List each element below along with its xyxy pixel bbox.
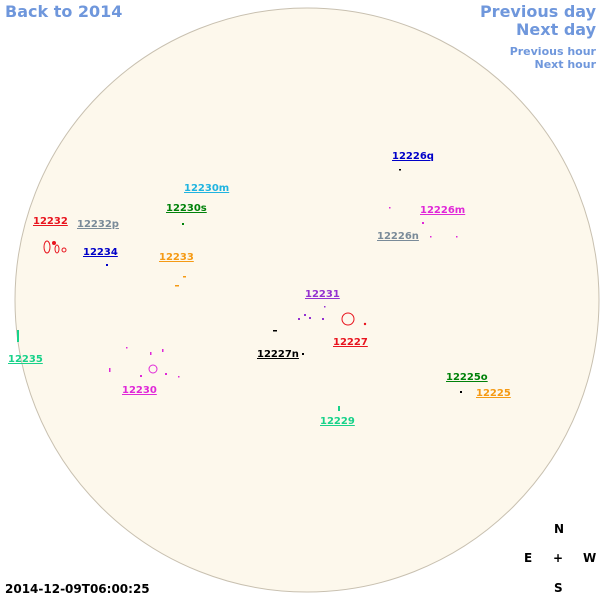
spot <box>183 276 186 278</box>
spot <box>298 318 300 320</box>
sunspots <box>17 169 462 411</box>
solar-disk <box>14 7 600 593</box>
spot <box>338 406 340 411</box>
spot <box>324 306 326 308</box>
back-link[interactable]: Back to 2014 <box>5 2 123 21</box>
spot <box>456 236 458 238</box>
next-day-link[interactable]: Next day <box>516 20 596 39</box>
region-label[interactable]: 12230 <box>122 385 157 396</box>
region-label[interactable]: 12226q <box>392 151 434 162</box>
spot <box>17 330 19 342</box>
spot <box>178 376 180 378</box>
region-label[interactable]: 12232 <box>33 216 68 227</box>
spot <box>150 352 152 355</box>
spot <box>54 244 60 254</box>
spot <box>322 318 324 320</box>
compass-south: S <box>554 581 563 595</box>
region-label[interactable]: 12225 <box>476 388 511 399</box>
spot <box>43 240 51 254</box>
region-label[interactable]: 12229 <box>320 416 355 427</box>
spot <box>109 368 111 372</box>
spot <box>422 222 424 224</box>
previous-day-link[interactable]: Previous day <box>479 2 596 21</box>
spot <box>363 322 367 326</box>
region-label[interactable]: 12234 <box>83 247 118 258</box>
region-label[interactable]: 12230s <box>166 203 207 214</box>
region-label[interactable]: 12227 <box>333 337 368 348</box>
spot <box>341 312 355 326</box>
spot <box>389 207 391 209</box>
compass-east: E <box>524 551 533 565</box>
previous-hour-link[interactable]: Previous hour <box>509 45 596 58</box>
spot <box>460 391 462 393</box>
spot <box>273 330 277 332</box>
region-label[interactable]: 12235 <box>8 354 43 365</box>
spot <box>148 364 158 374</box>
spot <box>106 264 108 266</box>
spot <box>309 317 311 319</box>
region-label[interactable]: 12227n <box>257 349 299 360</box>
spot <box>399 169 401 171</box>
timestamp: 2014-12-09T06:00:25 <box>5 582 150 596</box>
spot <box>61 247 67 253</box>
spot <box>430 236 432 238</box>
region-label[interactable]: 12230m <box>184 183 230 194</box>
region-label[interactable]: 12226m <box>420 205 466 216</box>
region-label[interactable]: 12226n <box>377 231 419 242</box>
spot <box>126 347 128 349</box>
compass-center: + <box>553 551 564 565</box>
region-label[interactable]: 12232p <box>77 219 119 230</box>
compass-north: N <box>554 522 565 536</box>
spot <box>165 373 167 375</box>
spot <box>304 314 306 316</box>
spot <box>302 353 304 355</box>
compass-west: W <box>583 551 597 565</box>
region-label[interactable]: 12225o <box>446 372 488 383</box>
region-label[interactable]: 12233 <box>159 252 194 263</box>
spot <box>182 223 184 225</box>
spot <box>140 375 142 377</box>
spot <box>162 349 164 352</box>
region-label[interactable]: 12231 <box>305 289 340 300</box>
next-hour-link[interactable]: Next hour <box>534 58 597 71</box>
spot <box>175 285 179 287</box>
spot <box>52 241 56 245</box>
